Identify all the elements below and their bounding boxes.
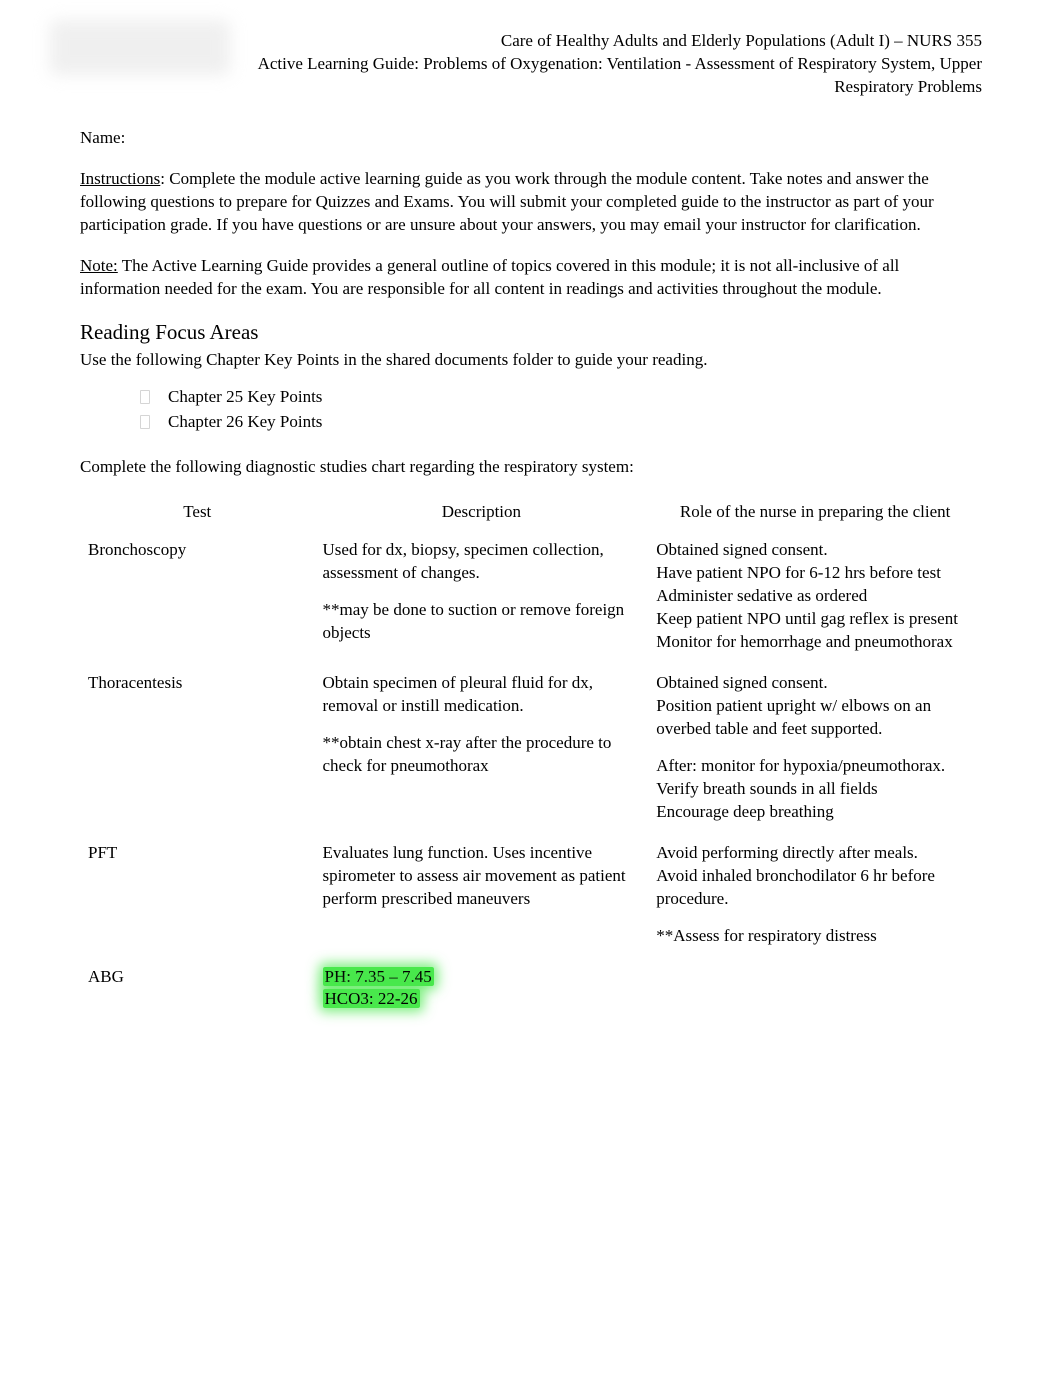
cell-description: Used for dx, biopsy, specimen collection…	[315, 535, 649, 668]
table-row: PFT Evaluates lung function. Uses incent…	[80, 838, 982, 962]
cell-role: Obtained signed consent. Position patien…	[648, 668, 982, 838]
highlighted-text: PH: 7.35 – 7.45	[323, 967, 434, 986]
col-header-role: Role of the nurse in preparing the clien…	[648, 495, 982, 536]
role-text: Encourage deep breathing	[656, 802, 833, 821]
role-text: Keep patient NPO until gag reflex is pre…	[656, 609, 958, 628]
desc-text: Obtain specimen of pleural fluid for dx,…	[323, 673, 594, 715]
reading-focus-heading: Reading Focus Areas	[80, 318, 982, 346]
key-points-list: Chapter 25 Key Points Chapter 26 Key Poi…	[140, 386, 982, 434]
cell-description: Obtain specimen of pleural fluid for dx,…	[315, 668, 649, 838]
chart-intro-text: Complete the following diagnostic studie…	[80, 456, 982, 479]
cell-description: PH: 7.35 – 7.45 HCO3: 22-26	[315, 962, 649, 1026]
col-header-test: Test	[80, 495, 315, 536]
role-text: Monitor for hemorrhage and pneumothorax	[656, 632, 952, 651]
role-text: Verify breath sounds in all fields	[656, 779, 877, 798]
role-text: Position patient upright w/ elbows on an…	[656, 696, 931, 738]
instructions-text: : Complete the module active learning gu…	[80, 169, 934, 234]
role-text: Obtained signed consent.	[656, 540, 827, 559]
note-text: The Active Learning Guide provides a gen…	[80, 256, 899, 298]
desc-text: Evaluates lung function. Uses incentive …	[323, 843, 626, 908]
role-text: Administer sedative as ordered	[656, 586, 867, 605]
desc-text: **obtain chest x-ray after the procedure…	[323, 733, 612, 775]
table-header-row: Test Description Role of the nurse in pr…	[80, 495, 982, 536]
table-row: Bronchoscopy Used for dx, biopsy, specim…	[80, 535, 982, 668]
cell-role: Obtained signed consent. Have patient NP…	[648, 535, 982, 668]
list-item: Chapter 26 Key Points	[140, 411, 982, 434]
logo-blur	[50, 20, 230, 75]
role-text: After: monitor for hypoxia/pneumothorax.	[656, 756, 945, 775]
col-header-description: Description	[315, 495, 649, 536]
table-row: ABG PH: 7.35 – 7.45 HCO3: 22-26	[80, 962, 982, 1026]
cell-test: ABG	[80, 962, 315, 1026]
cell-role: Avoid performing directly after meals. A…	[648, 838, 982, 962]
list-item: Chapter 25 Key Points	[140, 386, 982, 409]
cell-test: PFT	[80, 838, 315, 962]
cell-test: Bronchoscopy	[80, 535, 315, 668]
cell-role	[648, 962, 982, 1026]
role-text: Avoid inhaled bronchodilator 6 hr before…	[656, 866, 935, 908]
note-paragraph: Note: The Active Learning Guide provides…	[80, 255, 982, 301]
instructions-label: Instructions	[80, 169, 160, 188]
table-row: Thoracentesis Obtain specimen of pleural…	[80, 668, 982, 838]
name-label: Name:	[80, 127, 982, 150]
cell-description: Evaluates lung function. Uses incentive …	[315, 838, 649, 962]
note-label: Note:	[80, 256, 118, 275]
instructions-paragraph: Instructions: Complete the module active…	[80, 168, 982, 237]
desc-text: **may be done to suction or remove forei…	[323, 600, 625, 642]
diagnostic-studies-table: Test Description Role of the nurse in pr…	[80, 495, 982, 1026]
cell-test: Thoracentesis	[80, 668, 315, 838]
role-text: **Assess for respiratory distress	[656, 926, 877, 945]
role-text: Avoid performing directly after meals.	[656, 843, 918, 862]
highlighted-text: HCO3: 22-26	[323, 989, 420, 1008]
role-text: Have patient NPO for 6-12 hrs before tes…	[656, 563, 941, 582]
header-line-3: Respiratory Problems	[80, 76, 982, 99]
role-text: Obtained signed consent.	[656, 673, 827, 692]
desc-text: Used for dx, biopsy, specimen collection…	[323, 540, 604, 582]
reading-focus-subtext: Use the following Chapter Key Points in …	[80, 349, 982, 372]
